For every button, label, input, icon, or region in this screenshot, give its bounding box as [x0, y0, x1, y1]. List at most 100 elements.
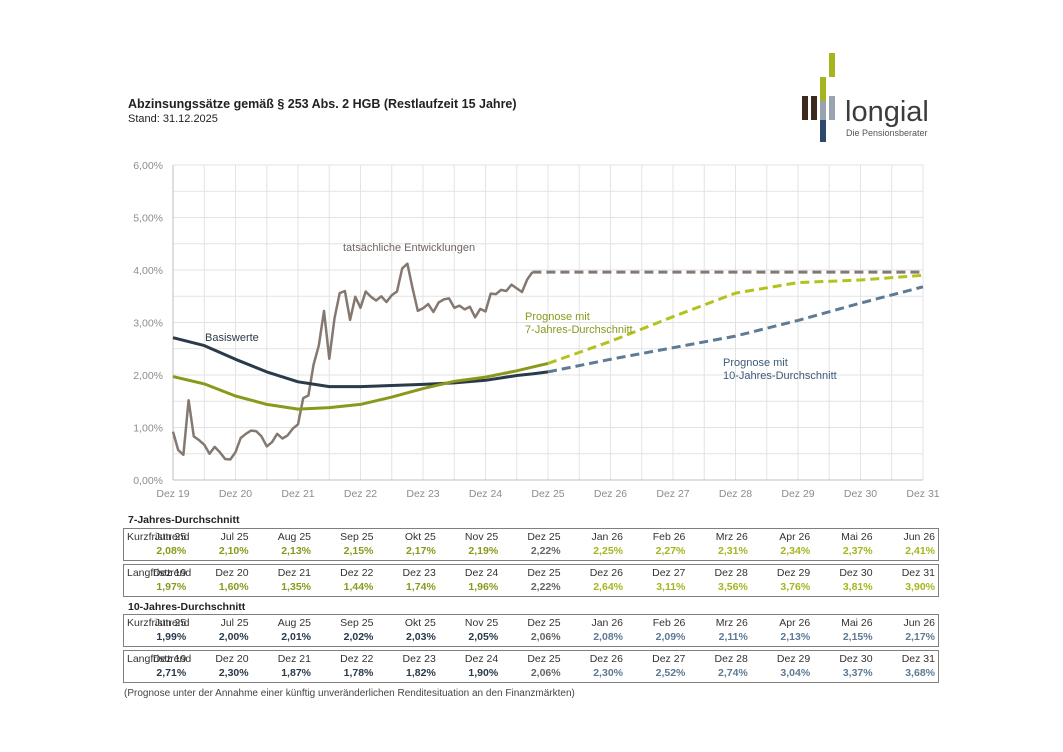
cell-value: 2,03% [406, 631, 436, 643]
x-tick-label: Dez 27 [656, 488, 689, 500]
cell-value: 2,64% [593, 581, 623, 593]
y-tick-label: 4,00% [133, 265, 163, 277]
cell-value: 2,17% [406, 545, 436, 557]
y-tick-label: 3,00% [133, 318, 163, 330]
cell-value: 1,35% [281, 581, 311, 593]
x-tick-label: Dez 31 [906, 488, 939, 500]
column-header: Feb 26 [652, 531, 686, 543]
annotation-prog10-line1: Prognose mit [723, 357, 788, 369]
cell-value: 1,99% [156, 631, 187, 643]
longial-logo: longial Die Pensionsberater [802, 53, 929, 142]
rate-chart: 0,00% 1,00% 2,00% 3,00% 4,00% 5,00% 6,00% Dez … [133, 160, 940, 500]
column-header: Apr 26 [779, 531, 811, 543]
series-line-base10 [172, 336, 549, 389]
footnote: (Prognose unter der Annahme einer künfti… [124, 688, 575, 699]
column-header: Feb 26 [652, 617, 686, 629]
cell-value: 1,44% [343, 581, 374, 593]
column-header: Jun 26 [903, 531, 935, 543]
cell-value: 2,10% [218, 545, 249, 557]
column-header: Dez 24 [464, 567, 499, 579]
logo-bar [829, 96, 835, 120]
column-header: Okt 25 [404, 531, 436, 543]
column-header: Dez 29 [776, 653, 811, 665]
x-tick-label: Dez 26 [594, 488, 627, 500]
cell-value: 2,08% [593, 631, 623, 643]
table-avg10-short: Kurzfristtrend Jun 25 1,99% Jul 25 2,00% Aug … [123, 614, 939, 647]
column-header: Dez 27 [652, 567, 686, 579]
cell-value: 2,27% [655, 545, 686, 557]
column-header: Jan 26 [591, 617, 623, 629]
logo-bar [820, 120, 826, 142]
column-header: Mai 26 [841, 617, 873, 629]
cell-value: 3,56% [718, 581, 748, 593]
chart-grid [172, 164, 924, 481]
logo-tagline: Die Pensionsberater [846, 128, 928, 138]
y-tick-label: 1,00% [133, 423, 163, 435]
column-header: Dez 27 [652, 653, 686, 665]
series-line-prog7-forecast [547, 273, 924, 365]
row-label: Kurzfristtrend [127, 531, 190, 543]
column-header: Dez 19 [152, 567, 187, 579]
x-tick-label: Dez 24 [469, 488, 502, 500]
y-tick-label: 2,00% [133, 370, 163, 382]
x-tick-label: Dez 30 [844, 488, 877, 500]
chart-lines [171, 262, 924, 461]
column-header: Nov 25 [464, 617, 499, 629]
column-header: Mai 26 [841, 531, 873, 543]
row-label: Kurzfristtrend [127, 617, 190, 629]
column-header: Dez 23 [402, 567, 436, 579]
table-avg7-long: Langfristtrend Dez 19 1,97% Dez 20 1,60% Dez … [123, 564, 939, 597]
column-header: Dez 25 [527, 617, 561, 629]
cell-value: 3,04% [780, 667, 811, 679]
cell-value: 1,90% [468, 667, 499, 679]
logo-bar [820, 101, 826, 120]
column-header: Jul 25 [220, 531, 249, 543]
column-header: Jul 25 [220, 617, 249, 629]
cell-value: 2,37% [842, 545, 873, 557]
column-header: Dez 21 [277, 567, 311, 579]
column-header: Dez 20 [215, 653, 249, 665]
row-label: Langfristtrend [127, 567, 192, 579]
column-header: Dez 31 [901, 653, 935, 665]
series-line-actual [171, 262, 534, 461]
x-tick-label: Dez 22 [344, 488, 377, 500]
cell-value: 2,25% [593, 545, 623, 557]
cell-value: 2,74% [718, 667, 748, 679]
logo-bar [802, 96, 808, 120]
column-header: Sep 25 [340, 617, 374, 629]
column-header: Dez 19 [152, 653, 187, 665]
cell-value: 1,74% [406, 581, 436, 593]
x-tick-label: Dez 29 [781, 488, 814, 500]
column-header: Dez 22 [340, 567, 374, 579]
column-header: Jan 26 [591, 531, 623, 543]
column-header: Dez 31 [901, 567, 935, 579]
x-tick-label: Dez 23 [406, 488, 439, 500]
cell-value: 2,15% [842, 631, 873, 643]
annotation-base: Basiswerte [205, 332, 259, 344]
cell-value: 2,15% [343, 545, 374, 557]
column-header: Dez 26 [589, 567, 623, 579]
row-label: Langfristtrend [127, 653, 192, 665]
cell-value: 3,90% [905, 581, 935, 593]
chart-annotations: tatsächliche Entwicklungen Basiswerte Pr… [205, 242, 837, 382]
column-header: Dez 25 [527, 567, 561, 579]
cell-value: 3,81% [842, 581, 873, 593]
y-tick-label: 0,00% [133, 475, 163, 487]
cell-value: 2,30% [593, 667, 623, 679]
cell-value: 2,13% [281, 545, 311, 557]
logo-wordmark: longial [845, 96, 929, 128]
column-header: Jun 25 [154, 617, 187, 629]
table-avg10-long: Langfristtrend Dez 19 2,71% Dez 20 2,30% Dez … [123, 650, 939, 683]
logo-bar [829, 53, 835, 77]
cell-value: 2,09% [655, 631, 686, 643]
cell-value: 2,22% [530, 581, 561, 593]
cell-value: 2,01% [281, 631, 311, 643]
as-of-date: Stand: 31.12.2025 [128, 113, 218, 125]
cell-value: 3,76% [780, 581, 811, 593]
table-avg7-short: Kurzfristtrend Jun 25 2,08% Jul 25 2,10% Aug … [123, 528, 939, 561]
cell-value: 3,37% [842, 667, 873, 679]
logo-bar [811, 96, 817, 120]
cell-value: 2,05% [468, 631, 499, 643]
cell-value: 1,82% [406, 667, 436, 679]
cell-value: 2,11% [718, 631, 748, 643]
